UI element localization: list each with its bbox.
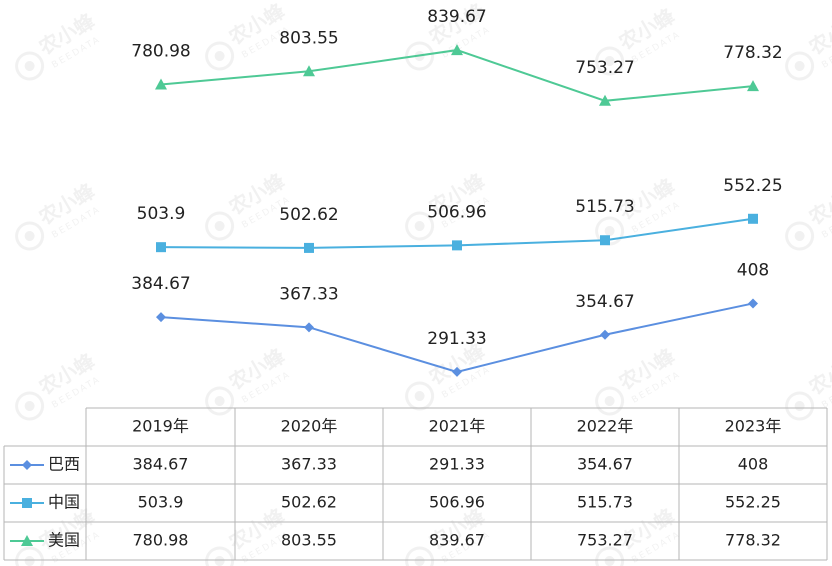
data-point-1-4: [748, 213, 758, 224]
data-point-0-3: [600, 329, 610, 340]
legend-marker: [22, 460, 32, 470]
table-header-cell: 2021年: [429, 417, 486, 436]
svg-text:农小蜂: 农小蜂: [804, 348, 832, 400]
table-cell: 506.96: [429, 493, 485, 512]
data-labels: 384.67 367.33 291.33 354.67 408 503.9 502.62 50…: [131, 7, 782, 349]
data-label: 803.55: [279, 28, 338, 48]
data-point-1-0: [156, 242, 166, 253]
data-label: 515.73: [575, 197, 634, 217]
data-point-1-1: [304, 242, 314, 253]
data-label: 839.67: [427, 7, 486, 27]
table-cell: 502.62: [281, 493, 337, 512]
legend-item-1: 中国: [10, 493, 80, 512]
svg-text:农小蜂: 农小蜂: [804, 8, 832, 60]
legend-label: 巴西: [48, 455, 80, 474]
data-label: 502.62: [279, 205, 338, 225]
data-label: 367.33: [279, 284, 338, 304]
data-point-1-2: [452, 240, 462, 251]
table-header-cell: 2019年: [132, 417, 189, 436]
data-label: 552.25: [723, 176, 782, 196]
table-cell: 753.27: [577, 531, 633, 550]
legend-marker: [21, 535, 33, 546]
data-point-0-1: [304, 322, 314, 333]
data-label: 780.98: [131, 42, 190, 62]
table-cell: 552.25: [725, 493, 781, 512]
table-cell: 367.33: [281, 455, 337, 474]
table-cell: 839.67: [429, 531, 485, 550]
table-cell: 408: [738, 455, 769, 474]
table-cell: 354.67: [577, 455, 633, 474]
legend-marker: [22, 498, 32, 508]
data-label: 408: [737, 260, 769, 280]
data-point-1-3: [600, 235, 610, 246]
data-label: 778.32: [723, 43, 782, 63]
series-markers: [155, 44, 759, 377]
legend-label: 美国: [48, 531, 80, 550]
table-cell: 515.73: [577, 493, 633, 512]
data-point-2-4: [747, 80, 759, 92]
data-label: 384.67: [131, 274, 190, 294]
table-cell: 384.67: [133, 455, 189, 474]
data-label: 354.67: [575, 292, 634, 312]
table-header-cell: 2020年: [281, 417, 338, 436]
table-cell: 503.9: [138, 493, 184, 512]
data-point-2-3: [599, 94, 611, 106]
data-label: 753.27: [575, 58, 634, 78]
legend-label: 中国: [48, 493, 80, 512]
data-point-0-4: [748, 298, 758, 309]
data-label: 506.96: [427, 202, 486, 222]
data-label: 503.9: [137, 204, 186, 224]
table-cell: 803.55: [281, 531, 337, 550]
table-cell: 778.32: [725, 531, 781, 550]
legend-item-2: 美国: [10, 531, 80, 550]
data-point-2-1: [303, 65, 315, 77]
table-header-cell: 2023年: [725, 417, 782, 436]
table-cell: 291.33: [429, 455, 485, 474]
data-point-2-2: [451, 44, 463, 56]
legend-item-0: 巴西: [10, 455, 80, 474]
data-point-0-0: [156, 312, 166, 323]
data-point-0-2: [452, 366, 462, 377]
svg-text:农小蜂: 农小蜂: [804, 178, 832, 230]
table-header-cell: 2022年: [577, 417, 634, 436]
data-label: 291.33: [427, 329, 486, 349]
table-cell: 780.98: [133, 531, 189, 550]
data-point-2-0: [155, 78, 167, 90]
